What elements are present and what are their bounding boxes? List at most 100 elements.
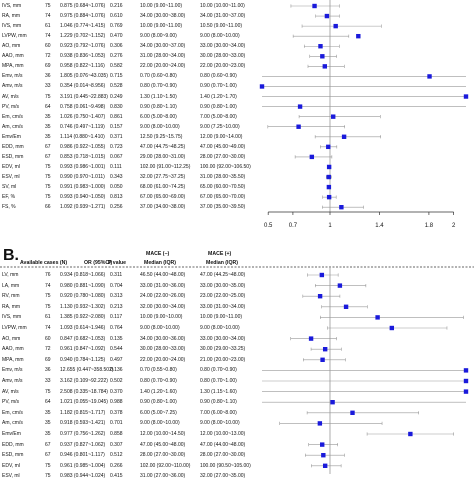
row-or-ci: 0.980 (0.881~1.090)	[60, 282, 106, 289]
row-median-group1: 1.30 (1.10~1.50)	[140, 93, 177, 100]
row-p-value: 0.378	[110, 409, 123, 416]
row-or-ci: 1.021 (0.055~19.045)	[60, 399, 108, 406]
row-median-group2: 30.00 (29.00~33.25)	[200, 346, 246, 353]
row-label: AO, mm	[2, 335, 21, 342]
row-n: 74	[45, 325, 51, 331]
or-point-marker	[343, 304, 349, 309]
or-point-marker	[350, 410, 355, 415]
row-median-group1: 6.00 (5.00~7.25)	[140, 409, 177, 416]
row-median-group1: 0.90 (0.80~1.10)	[140, 103, 177, 110]
or-point-marker	[320, 442, 325, 447]
row-label: ESD, mm	[2, 452, 24, 459]
row-label: MPA, mm	[2, 356, 24, 363]
row-label: EDV, ml	[2, 462, 20, 469]
row-p-value: 0.276	[110, 53, 123, 60]
or-point-marker	[326, 194, 332, 200]
row-n: 35	[45, 431, 51, 437]
or-point-marker	[463, 368, 469, 373]
row-or-ci: 1.385 (0.922~2.080)	[60, 314, 106, 321]
row-median-group2: 67.00 (65.00~70.00)	[200, 194, 246, 201]
row-or-ci: 0.937 (0.827~1.062)	[60, 441, 106, 448]
or-point-marker	[389, 325, 395, 331]
row-p-value: 0.723	[110, 143, 123, 150]
header-or-ci: OR (95%CI)	[84, 260, 113, 266]
row-median-group2: 9.00 (8.00~10.00)	[200, 325, 240, 331]
row-median-group2: 0.90 (0.80~1.00)	[200, 103, 237, 110]
row-n: 67	[45, 452, 51, 459]
row-median-group1: 28.00 (27.00~30.00)	[140, 452, 186, 459]
or-point-marker	[326, 184, 332, 190]
or-point-marker	[319, 272, 325, 278]
row-or-ci: 3.191 (0.445~22.883)	[60, 93, 108, 100]
x-axis-tick-label: 2	[451, 223, 456, 229]
or-point-marker	[339, 205, 344, 210]
row-p-value: 0.067	[110, 153, 123, 160]
or-point-marker	[331, 114, 336, 119]
row-label: Em, cm/s	[2, 113, 23, 120]
row-p-value: 0.216	[110, 3, 123, 9]
row-label: ESV, ml	[2, 174, 20, 181]
row-n: 75	[45, 174, 51, 181]
row-or-ci: 0.847 (0.682~1.053)	[60, 335, 106, 342]
row-or-ci: 0.934 (0.818~1.066)	[60, 272, 106, 278]
row-or-ci: 0.958 (0.822~1.116)	[60, 63, 105, 70]
row-median-group1: 24.00 (22.00~26.00)	[140, 293, 186, 300]
header-p-value: P value	[108, 260, 127, 266]
row-or-ci: 1.092 (0.939~1.271)	[60, 204, 106, 211]
row-median-group2: 28.00 (27.00~30.00)	[200, 452, 246, 459]
row-n: 75	[45, 194, 51, 201]
row-n: 69	[45, 63, 51, 70]
row-n: 74	[45, 33, 51, 40]
row-label: RA, mm	[2, 13, 21, 20]
row-n: 35	[45, 133, 51, 140]
row-median-group2: 31.00 (28.00~35.50)	[200, 174, 246, 181]
row-median-group2: 65.00 (60.00~70.50)	[200, 184, 246, 191]
or-point-marker	[297, 104, 303, 109]
row-label: AAO, mm	[2, 346, 24, 353]
row-or-ci: 0.961 (0.847~1.092)	[60, 346, 106, 353]
or-point-marker	[463, 94, 469, 99]
or-point-marker	[321, 453, 326, 458]
or-point-marker	[463, 378, 469, 384]
row-median-group2: 12.00 (9.00~14.00)	[200, 133, 243, 140]
row-or-ci: 0.746 (0.497~1.119)	[60, 123, 105, 130]
row-label: Emv/Em	[2, 133, 21, 140]
row-median-group1: 67.00 (65.00~69.00)	[140, 194, 186, 201]
or-point-marker	[326, 164, 332, 170]
or-point-marker	[312, 3, 317, 9]
row-label: IVS, mm	[2, 3, 22, 9]
row-median-group1: 47.00 (44.75~48.25)	[140, 143, 186, 150]
header-median2: Median (IQR)	[206, 260, 238, 266]
row-or-ci: 0.975 (0.884~1.076)	[60, 13, 106, 20]
row-p-value: 0.764	[110, 325, 123, 331]
row-or-ci: 0.354 (0.014~8.956)	[60, 83, 106, 90]
row-p-value: 0.266	[110, 462, 123, 469]
row-or-ci: 1.046 (0.774~1.415)	[60, 23, 106, 30]
x-axis-tick-label: 1.4	[375, 223, 384, 229]
row-n: 75	[45, 93, 51, 100]
row-median-group2: 33.00 (30.00~34.00)	[200, 43, 246, 50]
row-label: ESD, mm	[2, 153, 24, 160]
row-median-group1: 9.00 (8.00~10.00)	[140, 420, 180, 427]
row-label: Emv/Em	[2, 431, 21, 437]
row-p-value: 0.861	[110, 113, 123, 120]
row-p-value: 0.307	[110, 441, 123, 448]
row-median-group1: 29.00 (28.00~31.00)	[140, 153, 186, 160]
row-or-ci: 2.508 (0.335~18.784)	[60, 388, 108, 395]
row-or-ci: 0.938 (0.836~1.053)	[60, 53, 106, 60]
row-p-value: 0.135	[110, 335, 123, 342]
row-median-group2: 28.00 (27.00~30.00)	[200, 153, 246, 160]
row-median-group2: 0.90 (0.70~1.00)	[200, 83, 237, 90]
row-median-group2: 33.00 (30.00~35.00)	[200, 282, 246, 289]
row-p-value: 0.415	[110, 473, 123, 479]
row-p-value: 0.306	[110, 43, 123, 50]
row-or-ci: 1.114 (0.880~1.410)	[60, 133, 105, 140]
row-n: 69	[45, 356, 51, 363]
row-median-group1: 33.00 (31.00~36.00)	[140, 282, 186, 289]
row-label: MPA, mm	[2, 63, 24, 70]
row-or-ci: 1.805 (0.076~43.035)	[60, 73, 108, 80]
or-point-marker	[326, 144, 331, 150]
row-p-value: 0.704	[110, 282, 123, 289]
row-or-ci: 1.093 (0.614~1.946)	[60, 325, 106, 331]
row-p-value: 0.136	[110, 367, 123, 374]
